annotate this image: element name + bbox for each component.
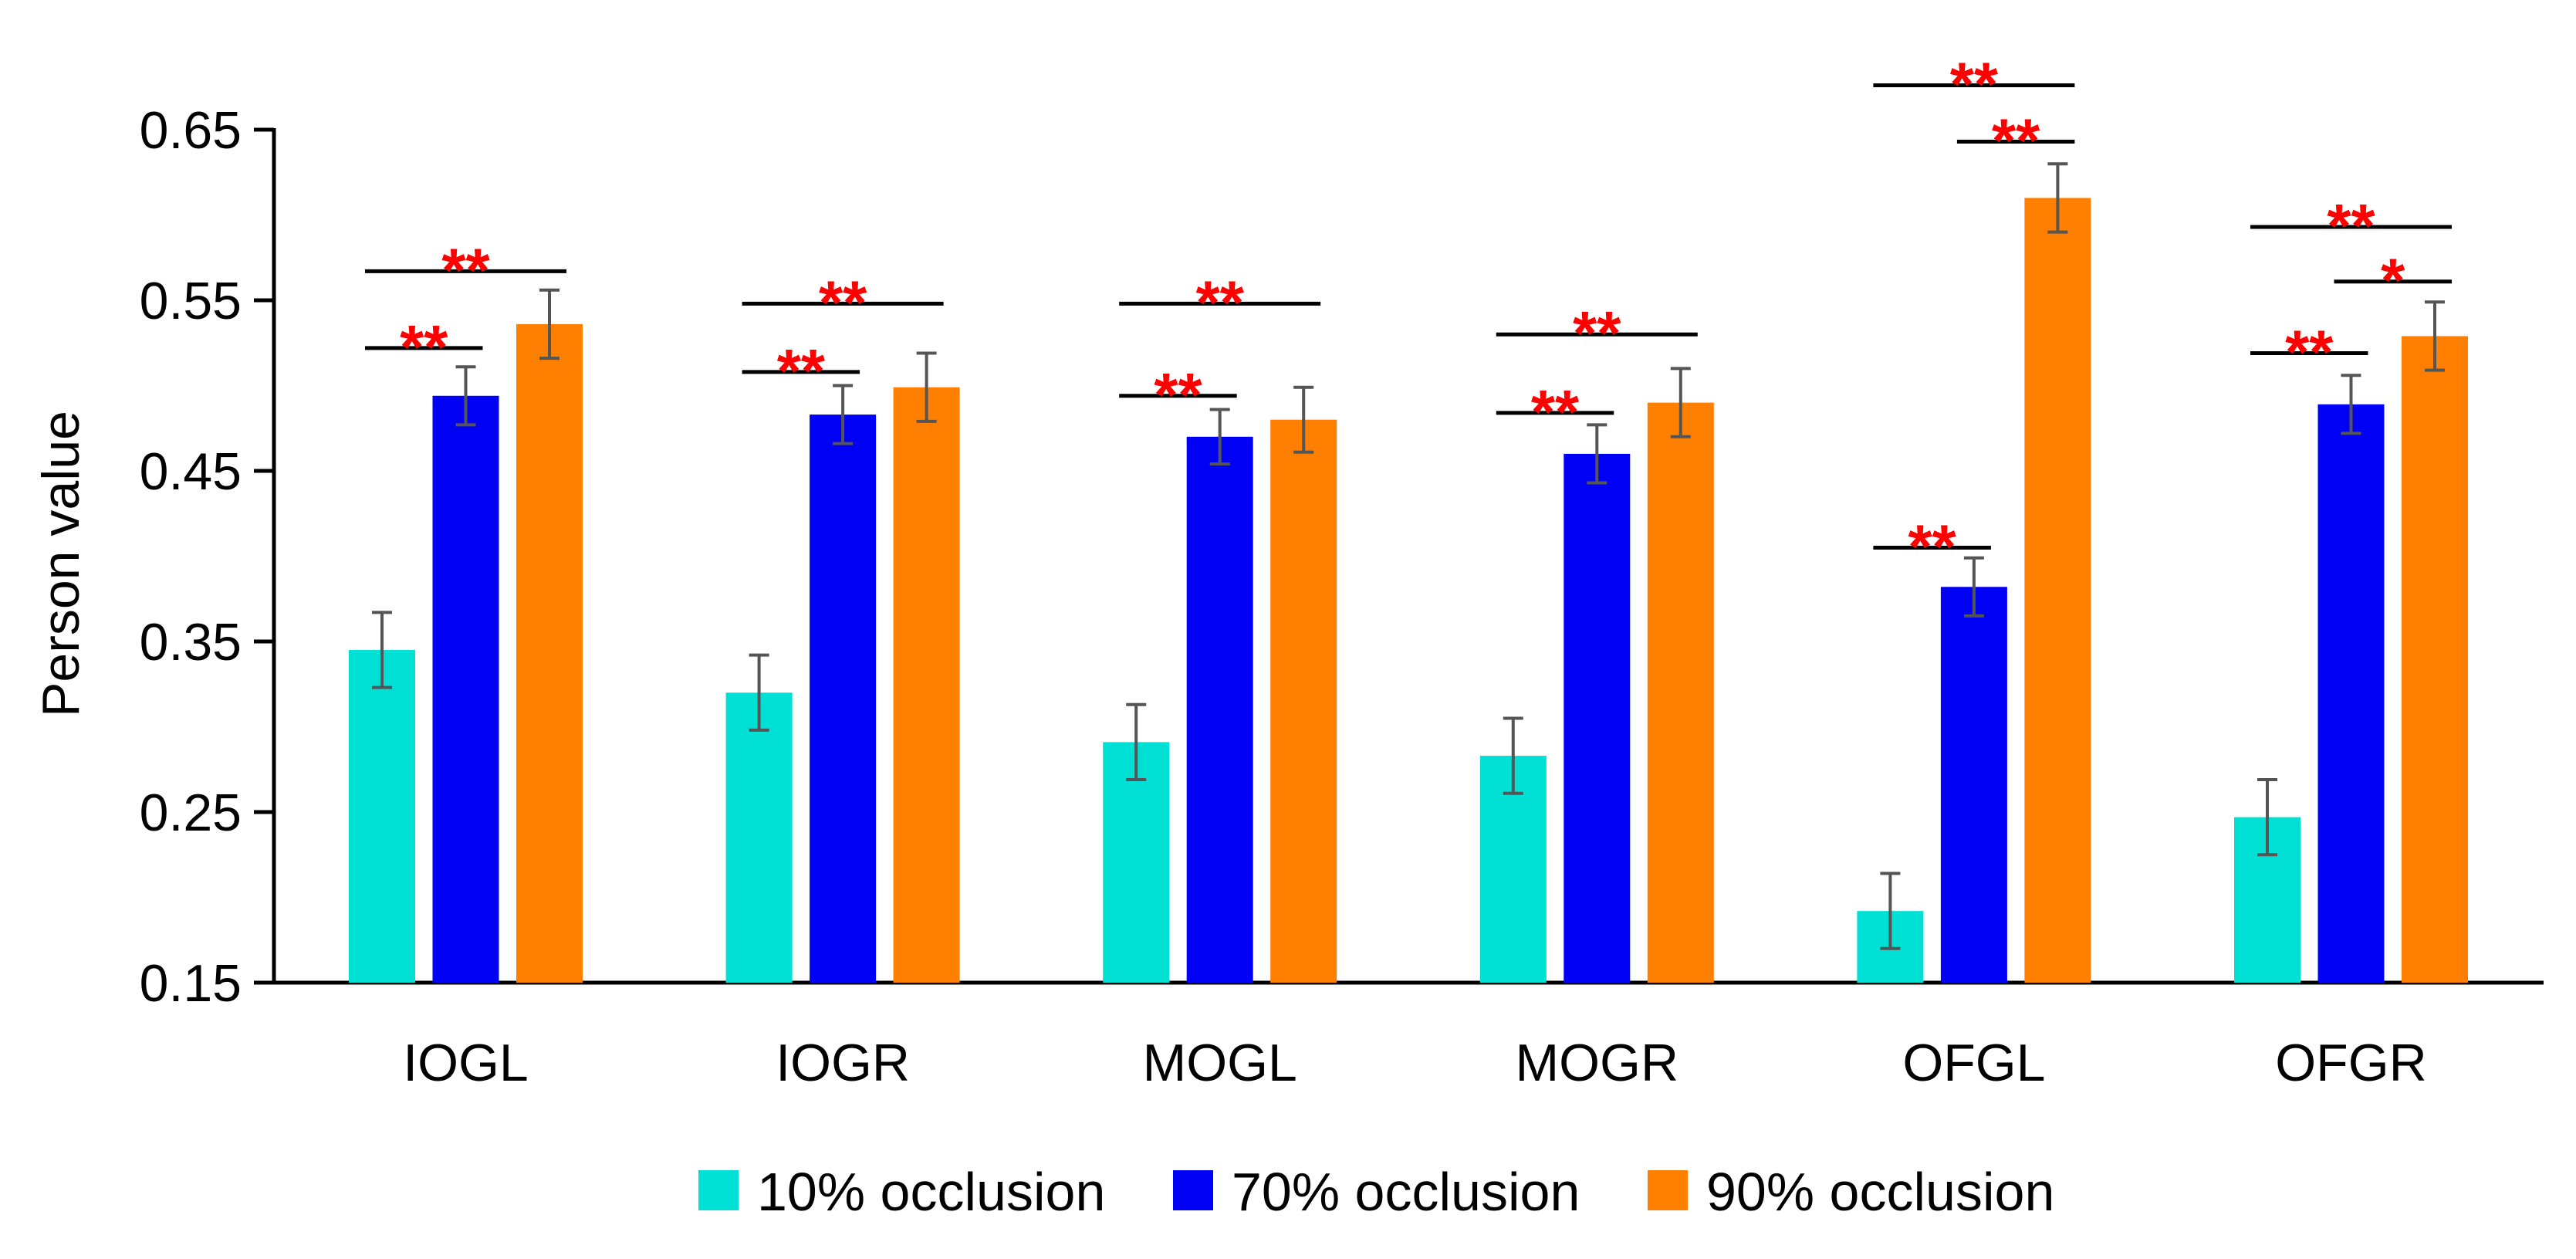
- significance-label: **: [1154, 360, 1202, 429]
- y-tick-label: 0.15: [140, 954, 242, 1013]
- significance-label: **: [1950, 50, 1999, 119]
- x-tick-label: MOGL: [1143, 1034, 1297, 1092]
- significance-markers: ***************************: [365, 50, 2452, 580]
- bar: [1940, 587, 2007, 983]
- y-tick-label: 0.25: [140, 783, 242, 842]
- legend-label: 90% occlusion: [1706, 1162, 2054, 1222]
- bar: [1564, 453, 1631, 983]
- bars: [349, 198, 2468, 983]
- x-tick-label: MOGR: [1516, 1034, 1679, 1092]
- legend-swatch: [1173, 1170, 1213, 1210]
- significance-label: **: [777, 337, 826, 405]
- x-tick-label: OFGL: [1902, 1034, 2045, 1092]
- bar: [2317, 404, 2385, 983]
- bar: [349, 650, 415, 983]
- bar: [516, 323, 583, 983]
- bar: [1270, 419, 1337, 983]
- bar: [810, 415, 877, 983]
- significance-label: **: [819, 268, 867, 337]
- y-tick-label: 0.35: [140, 613, 242, 672]
- y-tick-label: 0.65: [140, 101, 242, 160]
- bar: [893, 387, 960, 983]
- significance-label: **: [400, 313, 448, 381]
- significance-label: **: [1992, 106, 2040, 174]
- significance-label: **: [441, 235, 490, 304]
- bar: [725, 692, 793, 983]
- significance-label: **: [2285, 318, 2334, 387]
- legend: 10% occlusion 70% occlusion 90% occlusion: [698, 1162, 2054, 1222]
- significance-label: **: [1196, 268, 1245, 337]
- significance-label: **: [1908, 512, 1957, 580]
- bar: [1103, 742, 1170, 983]
- y-tick-label: 0.45: [140, 442, 242, 501]
- significance-label: **: [2327, 191, 2375, 260]
- bar: [1186, 436, 1253, 983]
- significance-label: **: [1531, 377, 1580, 446]
- legend-swatch: [1648, 1170, 1688, 1210]
- significance-label: *: [2381, 246, 2405, 315]
- x-tick-label: IOGL: [403, 1034, 529, 1092]
- error-bars: [372, 162, 2445, 950]
- bar: [2402, 336, 2468, 983]
- x-tick-label: IOGR: [776, 1034, 910, 1092]
- bar: [432, 395, 499, 983]
- x-tick-label: OFGR: [2275, 1034, 2426, 1092]
- axes: 0.15 0.25 0.35 0.45 0.55 0.65 Person value IOGL…: [32, 101, 2544, 1092]
- legend-label: 10% occlusion: [757, 1162, 1105, 1222]
- legend-label: 70% occlusion: [1232, 1162, 1580, 1222]
- legend-swatch: [698, 1170, 739, 1210]
- y-tick-label: 0.55: [140, 272, 242, 330]
- y-axis-label: Person value: [32, 411, 90, 717]
- bar: [1647, 402, 1714, 983]
- significance-label: **: [1573, 299, 1621, 367]
- bar: [2024, 198, 2091, 983]
